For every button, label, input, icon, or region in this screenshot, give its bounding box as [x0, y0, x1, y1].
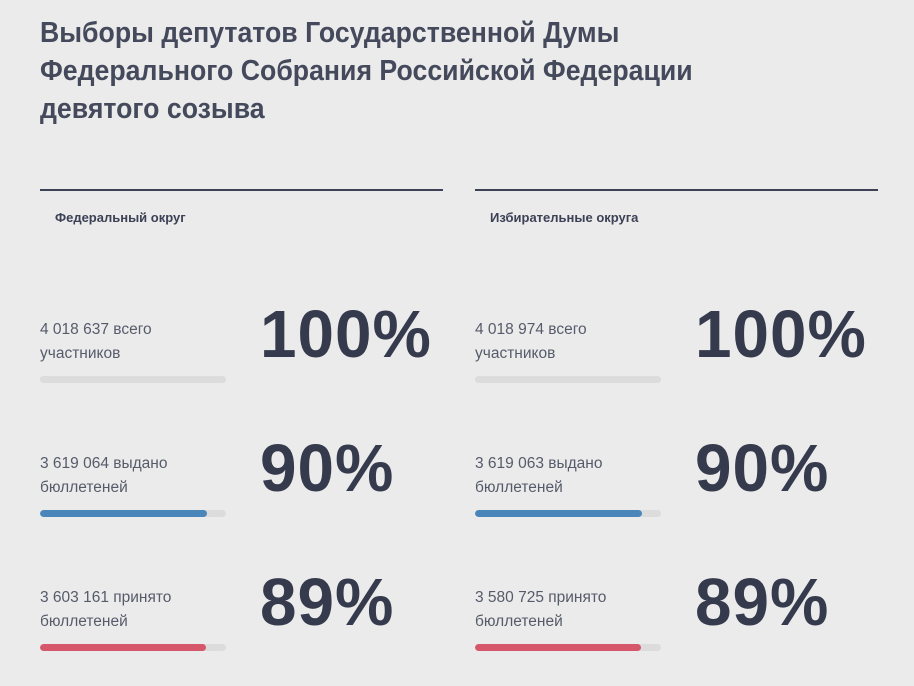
stat-label: 3 619 063 выдано бюллетеней	[475, 452, 675, 500]
stat-label-line-1: 3 580 725 принято	[475, 589, 607, 606]
column-divider	[40, 189, 443, 191]
progress-bar	[475, 376, 661, 383]
stat-label-line-2: бюллетеней	[475, 479, 563, 496]
stat-percent: 89%	[260, 565, 395, 640]
progress-bar-fill	[40, 376, 226, 383]
stat-label-line-1: 4 018 637 всего	[40, 321, 152, 338]
progress-bar	[475, 644, 661, 651]
stat-percent: 90%	[695, 431, 830, 506]
stat-row-issued: 3 619 063 выдано бюллетеней 90%	[475, 431, 878, 552]
progress-bar-fill	[40, 644, 206, 651]
stat-label: 3 603 161 принято бюллетеней	[40, 586, 240, 634]
federal-district-column: Федеральный округ 4 018 637 всего участн…	[40, 189, 443, 651]
stat-label-line-2: бюллетеней	[475, 613, 563, 630]
stat-label: 4 018 637 всего участников	[40, 318, 240, 366]
progress-bar	[40, 644, 226, 651]
progress-bar	[475, 510, 661, 517]
progress-bar	[40, 376, 226, 383]
stat-label: 3 580 725 принято бюллетеней	[475, 586, 675, 634]
title-line-1: Выборы депутатов Государственной Думы	[40, 17, 620, 49]
stat-label: 3 619 064 выдано бюллетеней	[40, 452, 240, 500]
stat-row-total: 4 018 637 всего участников 100%	[40, 297, 443, 418]
stat-percent: 100%	[695, 297, 867, 372]
stat-row-accepted: 3 580 725 принято бюллетеней 89%	[475, 565, 878, 686]
stat-label-line-1: 3 619 063 выдано	[475, 455, 603, 472]
stat-percent: 100%	[260, 297, 432, 372]
stat-row-issued: 3 619 064 выдано бюллетеней 90%	[40, 431, 443, 552]
stat-percent: 89%	[695, 565, 830, 640]
stat-label-line-2: бюллетеней	[40, 613, 128, 630]
title-line-2: Федерального Собрания Российской Федерац…	[40, 55, 693, 87]
progress-bar-fill	[475, 510, 643, 517]
electoral-districts-column: Избирательные округа 4 018 974 всего уча…	[475, 189, 878, 651]
progress-bar	[40, 510, 226, 517]
column-heading: Федеральный округ	[55, 210, 186, 225]
stat-row-accepted: 3 603 161 принято бюллетеней 89%	[40, 565, 443, 686]
stat-label-line-1: 4 018 974 всего	[475, 321, 587, 338]
stat-label: 4 018 974 всего участников	[475, 318, 675, 366]
stat-label-line-1: 3 603 161 принято	[40, 589, 172, 606]
stat-label-line-2: бюллетеней	[40, 479, 128, 496]
progress-bar-fill	[475, 644, 641, 651]
stat-label-line-2: участников	[475, 345, 556, 362]
page-title: Выборы депутатов Государственной Думы Фе…	[40, 14, 794, 128]
progress-bar-fill	[475, 376, 661, 383]
stat-row-total: 4 018 974 всего участников 100%	[475, 297, 878, 418]
stat-label-line-2: участников	[40, 345, 121, 362]
title-line-3: девятого созыва	[40, 93, 265, 125]
progress-bar-fill	[40, 510, 208, 517]
column-divider	[475, 189, 878, 191]
column-heading: Избирательные округа	[490, 210, 639, 225]
stat-percent: 90%	[260, 431, 395, 506]
stat-label-line-1: 3 619 064 выдано	[40, 455, 168, 472]
